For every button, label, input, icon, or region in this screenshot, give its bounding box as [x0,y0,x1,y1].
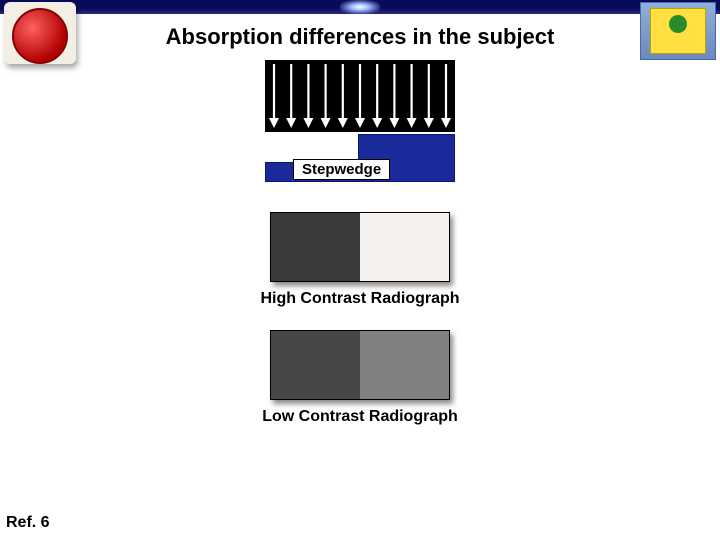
header-glow [340,0,380,14]
low-contrast-right [360,331,449,399]
slide-title: Absorption differences in the subject [100,24,620,50]
high-contrast-left [271,213,360,281]
high-contrast-right [360,213,449,281]
low-contrast-radiograph [270,330,450,400]
reference-label: Ref. 6 [6,514,50,532]
low-contrast-caption: Low Contrast Radiograph [0,408,720,426]
stepwedge-label: Stepwedge [293,159,390,180]
header-bar [0,0,720,14]
high-contrast-radiograph [270,212,450,282]
seal-badge-left [4,2,76,64]
stepwedge-diagram: Stepwedge [265,134,455,182]
low-contrast-left [271,331,360,399]
high-contrast-caption: High Contrast Radiograph [0,290,720,308]
xray-arrows-diagram [265,60,455,132]
flag-badge-right [640,2,716,60]
